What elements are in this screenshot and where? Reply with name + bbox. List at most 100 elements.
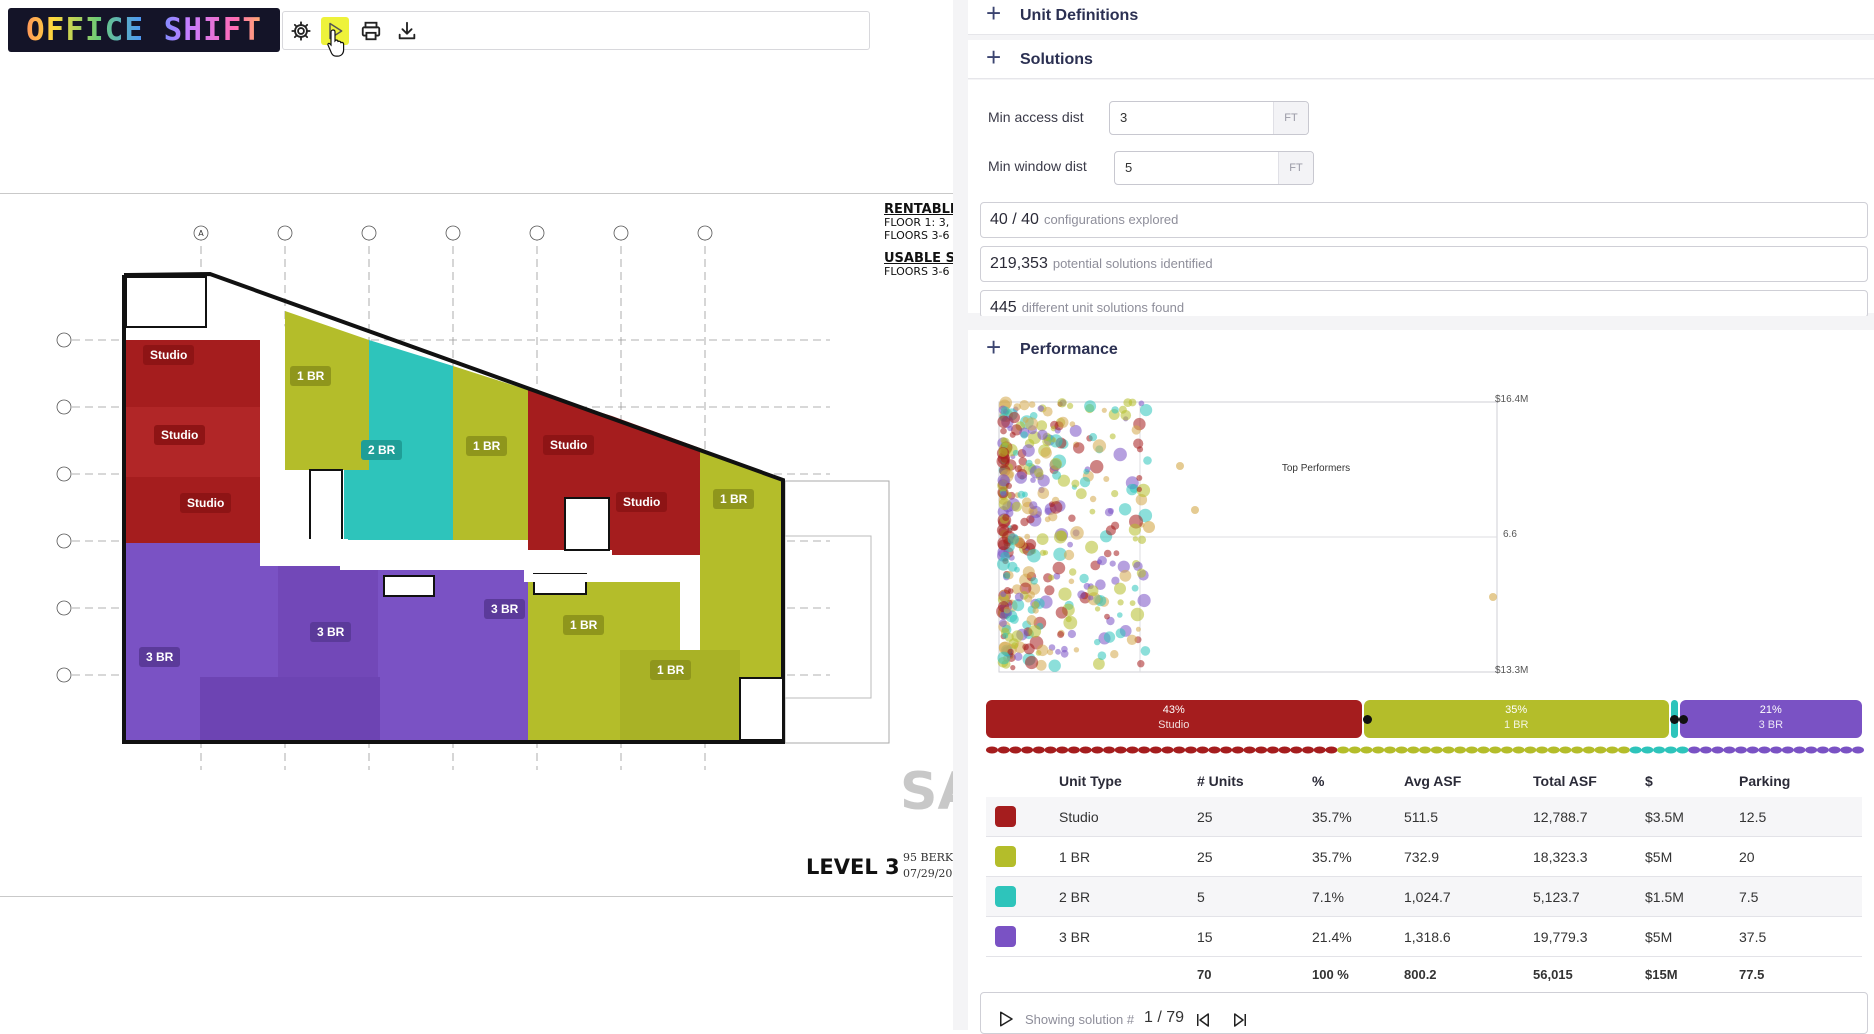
scatter-point	[1036, 533, 1049, 545]
scatter-point	[1089, 495, 1097, 503]
scatter-point	[1053, 547, 1067, 561]
section-unit-definitions[interactable]: + Unit Definitions	[968, 0, 1874, 35]
scatter-point	[1088, 595, 1094, 601]
scatter-point	[1044, 585, 1055, 596]
min-window-field[interactable]: FT	[1114, 151, 1314, 185]
segment-percent: 21%	[1759, 704, 1782, 716]
column-header-color	[986, 765, 1058, 797]
cell: 25	[1196, 797, 1311, 837]
scatter-point	[1097, 555, 1107, 566]
unit-label: Studio	[616, 492, 668, 512]
cell: 511.5	[1403, 797, 1532, 837]
scatter-point	[1048, 512, 1058, 522]
first-page-icon[interactable]	[1194, 1011, 1212, 1029]
scatter-point	[1131, 584, 1139, 592]
unit-label: 2 BR	[361, 440, 403, 460]
unit-dot	[1079, 746, 1092, 754]
unit-label: 1 BR	[290, 366, 332, 386]
unit-label: Studio	[154, 425, 206, 445]
scatter-point	[1003, 572, 1011, 580]
unit-dot	[986, 746, 998, 754]
scatter-point	[1067, 541, 1073, 548]
unit-suffix: FT	[1273, 102, 1308, 134]
scatter-point	[1055, 606, 1068, 619]
scatter-point	[1136, 568, 1146, 578]
unit-dot	[1711, 746, 1724, 754]
scatter-point	[1103, 476, 1110, 482]
scatter-point	[1115, 628, 1126, 639]
unit-mix-segment: 43% Studio	[986, 700, 1362, 738]
scatter-point	[1123, 398, 1133, 407]
unit-label: 3 BR	[484, 599, 526, 619]
settings-button[interactable]	[287, 17, 315, 45]
cell: Studio	[1058, 797, 1196, 837]
scatter-point	[1079, 573, 1089, 584]
unit-dot	[1547, 746, 1560, 754]
unit-dot	[1231, 746, 1244, 754]
scatter-point	[1005, 482, 1012, 489]
unit-dot	[1629, 746, 1642, 754]
scatter-point	[1012, 449, 1019, 456]
scatter-point	[1079, 476, 1091, 488]
scatter-point	[1012, 584, 1022, 595]
unit-label: Studio	[543, 435, 595, 455]
scatter-point	[1107, 508, 1114, 514]
mix-handle[interactable]	[1363, 715, 1372, 724]
unit-dot	[1091, 746, 1104, 754]
section-solutions[interactable]: + Solutions	[968, 40, 1874, 79]
unit-dot	[1524, 746, 1537, 754]
scatter-point	[1034, 468, 1044, 478]
min-window-label: Min window dist	[988, 158, 1087, 174]
section-performance[interactable]: + Performance	[968, 330, 1874, 369]
mix-handle[interactable]	[1670, 715, 1679, 724]
scatter-point	[1132, 536, 1139, 542]
min-access-field[interactable]: FT	[1109, 101, 1309, 135]
min-window-input[interactable]	[1123, 159, 1277, 176]
unit-label: 3 BR	[310, 622, 352, 642]
cell: 5,123.7	[1532, 876, 1644, 917]
scatter-point	[1114, 582, 1126, 595]
unit-dot	[1536, 746, 1548, 754]
table-row: 1 BR 25 35.7% 732.9 18,323.3 $5M 20	[986, 837, 1862, 877]
unit-dot	[1781, 746, 1794, 754]
unit-dot	[1372, 746, 1385, 754]
scatter-point	[1073, 647, 1080, 653]
unit-dot	[1383, 746, 1396, 754]
scatter-point	[1087, 585, 1099, 597]
print-button[interactable]	[357, 17, 385, 45]
pager-current: 1 / 79	[1144, 1009, 1185, 1026]
unit-dot	[997, 746, 1010, 754]
y-tick-label: $13.3M	[1495, 665, 1528, 676]
scatter-point	[1137, 593, 1151, 608]
scatter-point	[1073, 442, 1085, 454]
play-icon[interactable]	[997, 1010, 1015, 1028]
cell: $5M	[1645, 848, 1673, 865]
scatter-point	[1110, 650, 1119, 659]
cell: 3 BR	[1059, 928, 1091, 945]
scatter-point	[1012, 524, 1019, 531]
scatter-point	[1068, 578, 1075, 585]
min-access-input[interactable]	[1118, 109, 1272, 126]
mix-handle[interactable]	[1679, 715, 1688, 724]
play-icon	[329, 22, 343, 40]
scatter-point	[1035, 659, 1047, 671]
scatter-point	[1119, 569, 1132, 582]
address-line: 95 BERKE	[903, 851, 962, 864]
solution-pager: Showing solution # 1 / 79	[980, 992, 1868, 1034]
download-button[interactable]	[393, 17, 421, 45]
cell: 1,318.6	[1404, 928, 1451, 945]
usable-line: FLOORS 3-6	[884, 265, 950, 278]
unit-dot	[1617, 746, 1630, 754]
scatter-point	[1020, 517, 1029, 527]
plus-icon: +	[986, 42, 1002, 72]
unit-dot	[1255, 746, 1268, 754]
scatter-point	[1092, 439, 1107, 453]
last-page-icon[interactable]	[1231, 1011, 1249, 1029]
scatter-point	[1065, 616, 1072, 623]
section-title: Unit Definitions	[1020, 7, 1139, 24]
min-access-label: Min access dist	[988, 109, 1084, 125]
scatter-point	[1094, 606, 1101, 612]
unit-dot	[1056, 746, 1069, 754]
color-swatch	[995, 886, 1016, 907]
logo-background	[8, 8, 280, 52]
